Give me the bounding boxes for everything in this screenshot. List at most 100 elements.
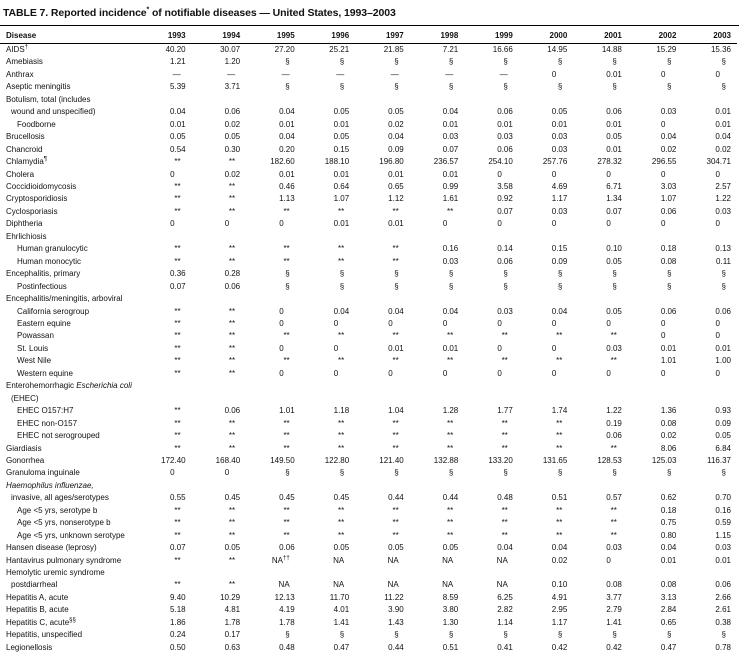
disease-name: invasive, all ages/serotypes	[11, 493, 109, 503]
value-cell: 278.32	[597, 157, 622, 167]
value-cell: 0.01	[279, 119, 295, 129]
value-cell: 0	[333, 318, 339, 328]
disease-label: Chlamydia¶	[0, 156, 137, 168]
value-cell: 7.21	[442, 45, 459, 54]
disease-label: postdiarrheal	[0, 579, 137, 591]
value-cell: §	[394, 57, 399, 67]
column-header: 2000	[518, 26, 574, 44]
value-cell: 0.02	[660, 144, 677, 154]
disease-name: Ehrlichiosis	[6, 231, 47, 241]
value-cell: 0.65	[388, 181, 404, 191]
disease-name: Hepatitis C, acute	[6, 617, 70, 627]
value-cell: §	[666, 269, 672, 279]
table-row: Anthrax — — — — — — — 0 0.01 0 0	[0, 69, 737, 81]
value-cell: 0	[715, 69, 720, 79]
value-cell: **	[228, 518, 236, 528]
value-cell: 0	[551, 69, 557, 79]
disease-label: Age <5 yrs, unknown serotype	[0, 530, 137, 542]
value-cell: 0.03	[551, 206, 568, 216]
value-cell: 1.77	[497, 406, 513, 416]
value-cell: **	[174, 518, 181, 528]
disease-label: Botulism, total (includes	[0, 94, 737, 106]
value-cell: 0.04	[551, 543, 568, 553]
value-cell: 188.10	[324, 157, 350, 167]
value-cell: 0.06	[224, 406, 241, 416]
value-cell: **	[228, 555, 236, 565]
value-cell: —	[336, 69, 345, 79]
value-cell: **	[501, 331, 508, 341]
value-cell: 0.04	[279, 132, 295, 142]
value-cell: **	[556, 518, 563, 528]
disease-name: Granuloma inguinale	[6, 468, 80, 478]
value-cell: 0.01	[388, 343, 404, 353]
value-cell: §	[394, 630, 399, 640]
value-cell: 0	[660, 219, 666, 229]
value-cell: **	[501, 356, 508, 366]
value-cell: 0.01	[497, 119, 513, 129]
table-row: Powassan ** ** ** ** ** ** ** ** ** 0 0	[0, 330, 737, 342]
value-cell: 10.29	[220, 592, 241, 602]
value-cell: **	[556, 530, 563, 540]
value-cell: 0.01	[606, 144, 622, 154]
disease-label: Human monocytic	[0, 256, 137, 268]
value-cell: §	[394, 281, 399, 291]
value-cell: 257.76	[542, 157, 568, 167]
value-cell: **	[392, 530, 399, 540]
value-cell: 0.06	[224, 281, 241, 291]
value-cell: NA	[278, 580, 290, 590]
value-cell: §	[339, 57, 345, 67]
column-header: 1995	[246, 26, 301, 44]
value-cell: 0.02	[551, 555, 568, 565]
table-row: Haemophilus influenzae,	[0, 480, 737, 492]
value-cell: 0.04	[170, 107, 186, 117]
value-cell: **	[447, 206, 454, 216]
value-cell: **	[556, 505, 563, 515]
value-cell: **	[228, 443, 236, 453]
disease-label: Human granulocytic	[0, 243, 137, 255]
value-cell: 0	[442, 318, 448, 328]
value-cell: §	[503, 630, 508, 640]
value-cell: 1.01	[279, 406, 295, 416]
value-cell: **	[228, 356, 236, 366]
value-cell: 133.20	[488, 455, 513, 465]
column-header: 1999	[464, 26, 519, 44]
value-cell: 0.07	[442, 144, 459, 154]
value-cell: NA	[496, 580, 508, 590]
value-cell: 0	[170, 468, 175, 478]
value-cell: 0.04	[660, 132, 677, 142]
value-cell: 4.91	[551, 592, 568, 602]
table-row: Legionellosis 0.50 0.63 0.48 0.47 0.44 0.51 0.…	[0, 642, 737, 654]
value-cell: 15.29	[656, 45, 677, 54]
value-cell: 1.78	[279, 617, 295, 627]
value-cell: 0.05	[333, 132, 350, 142]
value-cell: 0.24	[170, 630, 186, 640]
value-cell: 11.22	[384, 592, 404, 602]
value-cell: 0.18	[660, 505, 677, 515]
value-cell: 254.10	[488, 157, 513, 167]
column-header: 1997	[355, 26, 410, 44]
disease-label: Hepatitis A, acute	[0, 592, 137, 604]
value-cell: **	[228, 157, 236, 167]
value-cell: 0.01	[442, 119, 459, 129]
value-cell: 0.03	[442, 132, 459, 142]
value-cell: —	[281, 69, 290, 79]
value-cell: 1.18	[333, 406, 350, 416]
value-cell: **	[337, 431, 345, 441]
disease-label: EHEC not serogrouped	[0, 430, 137, 442]
value-cell: 0.02	[388, 119, 404, 129]
disease-label: Chancroid	[0, 144, 137, 156]
value-cell: §	[666, 281, 672, 291]
value-cell: 0.07	[497, 206, 513, 216]
value-cell: 1.34	[606, 194, 622, 204]
column-header: 2003	[682, 26, 737, 44]
value-cell: 5.18	[170, 605, 186, 615]
value-cell: 0.01	[170, 119, 186, 129]
value-cell: **	[556, 431, 563, 441]
value-cell: 0	[660, 69, 666, 79]
value-cell: **	[228, 306, 236, 316]
value-cell: 132.88	[433, 455, 459, 465]
value-cell: 0.04	[551, 306, 568, 316]
value-cell: 0	[333, 368, 339, 378]
value-cell: **	[392, 505, 399, 515]
disease-name: Giardiasis	[6, 443, 42, 453]
